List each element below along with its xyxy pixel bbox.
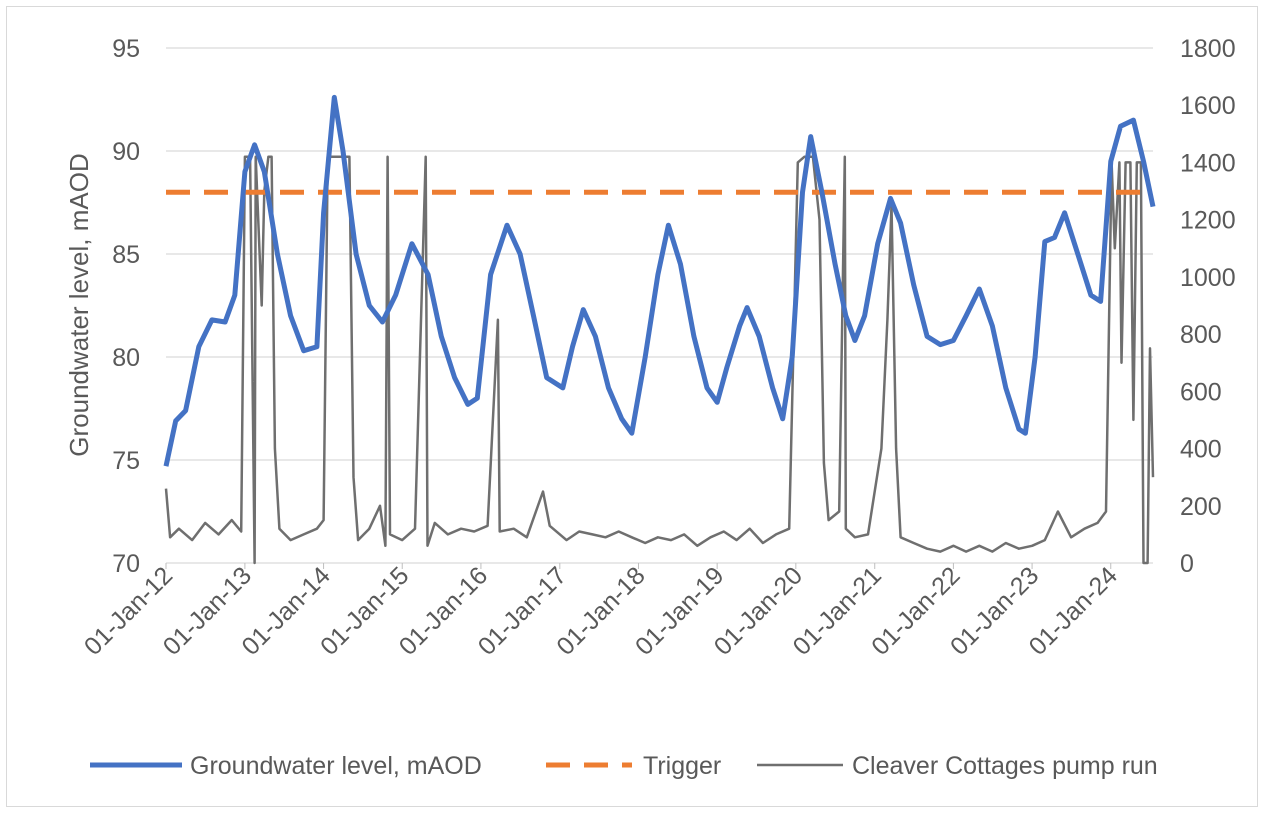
y2-tick-label: 0	[1180, 550, 1194, 578]
y2-tick-label: 600	[1180, 378, 1222, 406]
legend-label: Cleaver Cottages pump run	[852, 752, 1158, 780]
series-layer	[166, 97, 1153, 563]
y2-tick-label: 1800	[1180, 35, 1236, 63]
x-axis-tick-labels: 01-Jan-1201-Jan-1301-Jan-1401-Jan-1501-J…	[79, 561, 1123, 660]
y-tick-label: 90	[112, 138, 140, 166]
y2-tick-label: 1200	[1180, 207, 1236, 235]
y-tick-label: 80	[112, 344, 140, 372]
legend: Groundwater level, mAOD Trigger Cleaver Co…	[90, 752, 1158, 780]
y2-tick-label: 1400	[1180, 149, 1236, 177]
y-tick-label: 85	[112, 241, 140, 269]
legend-label: Groundwater level, mAOD	[190, 752, 482, 780]
y2-tick-label: 200	[1180, 493, 1222, 521]
y-tick-label: 75	[112, 447, 140, 475]
y2-tick-label: 400	[1180, 436, 1222, 464]
y-tick-label: 95	[112, 35, 140, 63]
y2-tick-label: 800	[1180, 321, 1222, 349]
y2-tick-label: 1600	[1180, 92, 1236, 120]
y-tick-label: 70	[112, 550, 140, 578]
legend-label: Trigger	[643, 752, 721, 780]
y2-tick-label: 1000	[1180, 264, 1236, 292]
y-axis-title: Groundwater level, mAOD	[64, 153, 94, 456]
left-axis-tick-labels: 70 75 80 85 90 95	[112, 35, 140, 578]
gridlines	[166, 48, 1153, 563]
series-line-groundwater-level-maod	[166, 97, 1153, 466]
series-line-cleaver-cottages-pump-run	[166, 157, 1153, 563]
right-axis-tick-labels: 0 200 400 600 800 1000 1200 1400 1600 1800	[1180, 35, 1236, 578]
